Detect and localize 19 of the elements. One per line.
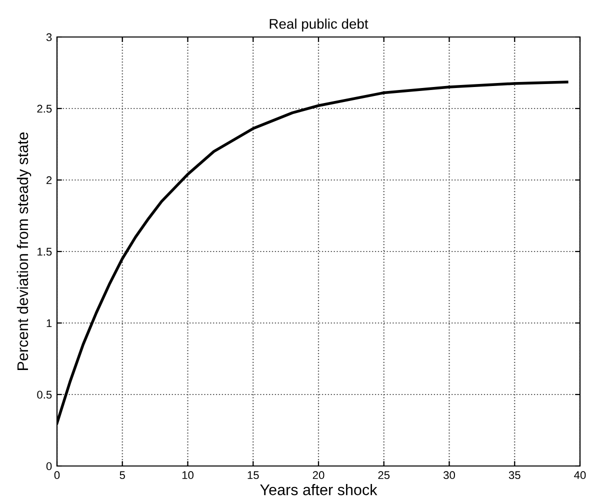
x-tick-label: 40 xyxy=(574,471,586,480)
x-tick-label: 30 xyxy=(443,471,455,480)
y-tick-label: 2 xyxy=(46,176,52,184)
x-tick-label: 0 xyxy=(54,471,60,480)
x-tick-label: 20 xyxy=(312,471,324,480)
x-tick-label: 15 xyxy=(248,471,259,480)
chart-title: Real public debt xyxy=(270,18,368,32)
x-axis-title: Years after shock xyxy=(260,484,378,496)
y-tick-label: 0.5 xyxy=(37,390,52,399)
x-tick-label: 5 xyxy=(120,471,125,480)
x-tick-label: 25 xyxy=(378,471,390,480)
y-axis-title: Percent deviation from steady state xyxy=(16,132,32,370)
x-tick-label: 35 xyxy=(508,471,520,480)
y-tick-label: 0 xyxy=(46,462,52,470)
y-tick-label: 1 xyxy=(46,319,52,328)
y-tick-label: 2.5 xyxy=(37,104,52,113)
x-tick-label: 10 xyxy=(182,471,194,480)
y-tick-label: 3 xyxy=(46,33,52,42)
y-tick-label: 1.5 xyxy=(38,248,52,256)
